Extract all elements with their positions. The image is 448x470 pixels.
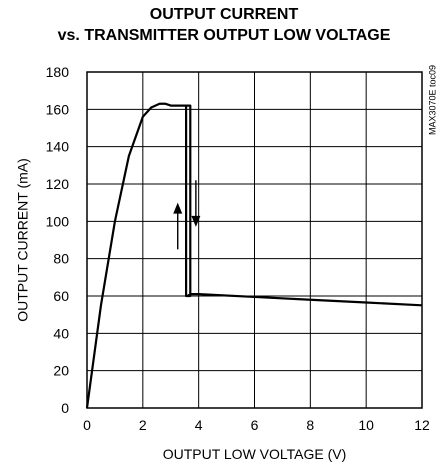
y-tick-label: 40 bbox=[53, 325, 69, 341]
y-tick-label: 180 bbox=[46, 64, 70, 80]
chart-subtitle: vs. TRANSMITTER OUTPUT LOW VOLTAGE bbox=[57, 27, 391, 44]
arrow-down-icon bbox=[191, 215, 201, 227]
y-tick-label: 60 bbox=[53, 288, 69, 304]
figure-annotation: MAX3070E toc09 bbox=[427, 65, 437, 135]
y-tick-label: 160 bbox=[46, 101, 70, 117]
y-tick-label: 140 bbox=[46, 139, 70, 155]
x-tick-label: 2 bbox=[139, 417, 147, 433]
series-line bbox=[85, 102, 423, 409]
x-tick-label: 4 bbox=[195, 417, 203, 433]
grid bbox=[87, 72, 422, 408]
y-tick-label: 0 bbox=[61, 400, 69, 416]
hysteresis-arrows bbox=[173, 180, 201, 250]
x-tick-label: 10 bbox=[358, 417, 374, 433]
plot-frame bbox=[86, 71, 423, 409]
x-tick-label: 6 bbox=[251, 417, 259, 433]
x-tick-label: 12 bbox=[414, 417, 430, 433]
x-tick-label: 0 bbox=[83, 417, 91, 433]
chart-title: OUTPUT CURRENT bbox=[149, 6, 299, 23]
y-tick-label: 120 bbox=[46, 176, 70, 192]
y-axis-label: OUTPUT CURRENT (mA) bbox=[15, 158, 31, 322]
x-axis-label: OUTPUT LOW VOLTAGE (V) bbox=[163, 446, 347, 462]
data-series bbox=[85, 102, 423, 409]
y-tick-label: 80 bbox=[53, 251, 69, 267]
y-tick-label: 100 bbox=[46, 213, 70, 229]
arrow-up-icon bbox=[173, 202, 183, 214]
x-tick-label: 8 bbox=[306, 417, 314, 433]
y-tick-label: 20 bbox=[53, 363, 69, 379]
